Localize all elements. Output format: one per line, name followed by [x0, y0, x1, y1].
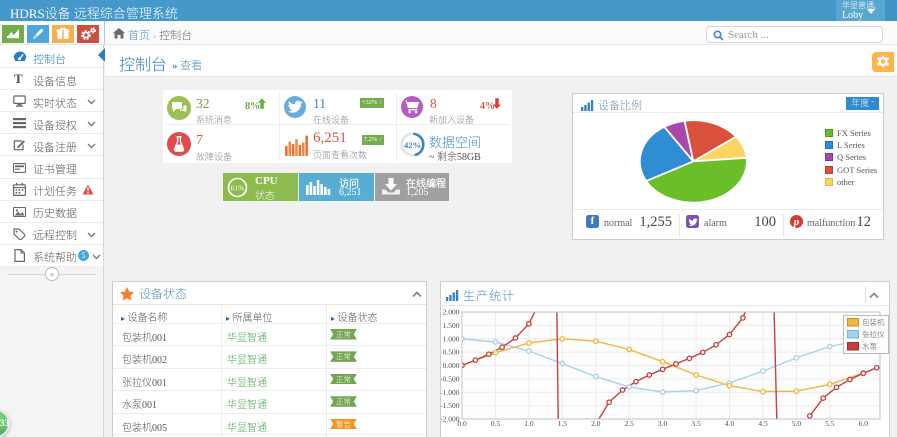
svg-text:5.5: 5.5: [825, 419, 835, 428]
svg-text:2.5: 2.5: [625, 419, 635, 428]
svg-text:4.5: 4.5: [758, 419, 768, 428]
svg-text:5.0: 5.0: [792, 419, 802, 428]
svg-text:4.0: 4.0: [725, 419, 735, 428]
svg-text:2.0: 2.0: [591, 419, 601, 428]
svg-text:1.0: 1.0: [524, 419, 534, 428]
svg-text:0.000: 0.000: [443, 361, 460, 370]
svg-text:-1.500: -1.500: [441, 401, 460, 410]
svg-text:2.000: 2.000: [443, 308, 460, 317]
svg-text:0.500: 0.500: [443, 348, 460, 357]
svg-text:0.5: 0.5: [491, 419, 501, 428]
svg-text:0.0: 0.0: [457, 419, 467, 428]
svg-text:6.0: 6.0: [859, 419, 869, 428]
svg-text:1.500: 1.500: [443, 321, 460, 330]
svg-text:1.000: 1.000: [443, 334, 460, 343]
svg-text:-2.000: -2.000: [441, 415, 460, 424]
svg-text:水泵: 水泵: [862, 341, 877, 352]
svg-text:42%: 42%: [404, 140, 421, 150]
svg-text:1.5: 1.5: [558, 419, 568, 428]
svg-text:3.5: 3.5: [691, 419, 701, 428]
svg-text:-1.000: -1.000: [441, 388, 460, 397]
svg-text:包装机: 包装机: [862, 317, 885, 328]
svg-text:3.0: 3.0: [658, 419, 668, 428]
svg-text:61%: 61%: [231, 184, 245, 193]
svg-text:-0.500: -0.500: [441, 375, 460, 384]
svg-text:张拉仪: 张拉仪: [862, 329, 885, 340]
